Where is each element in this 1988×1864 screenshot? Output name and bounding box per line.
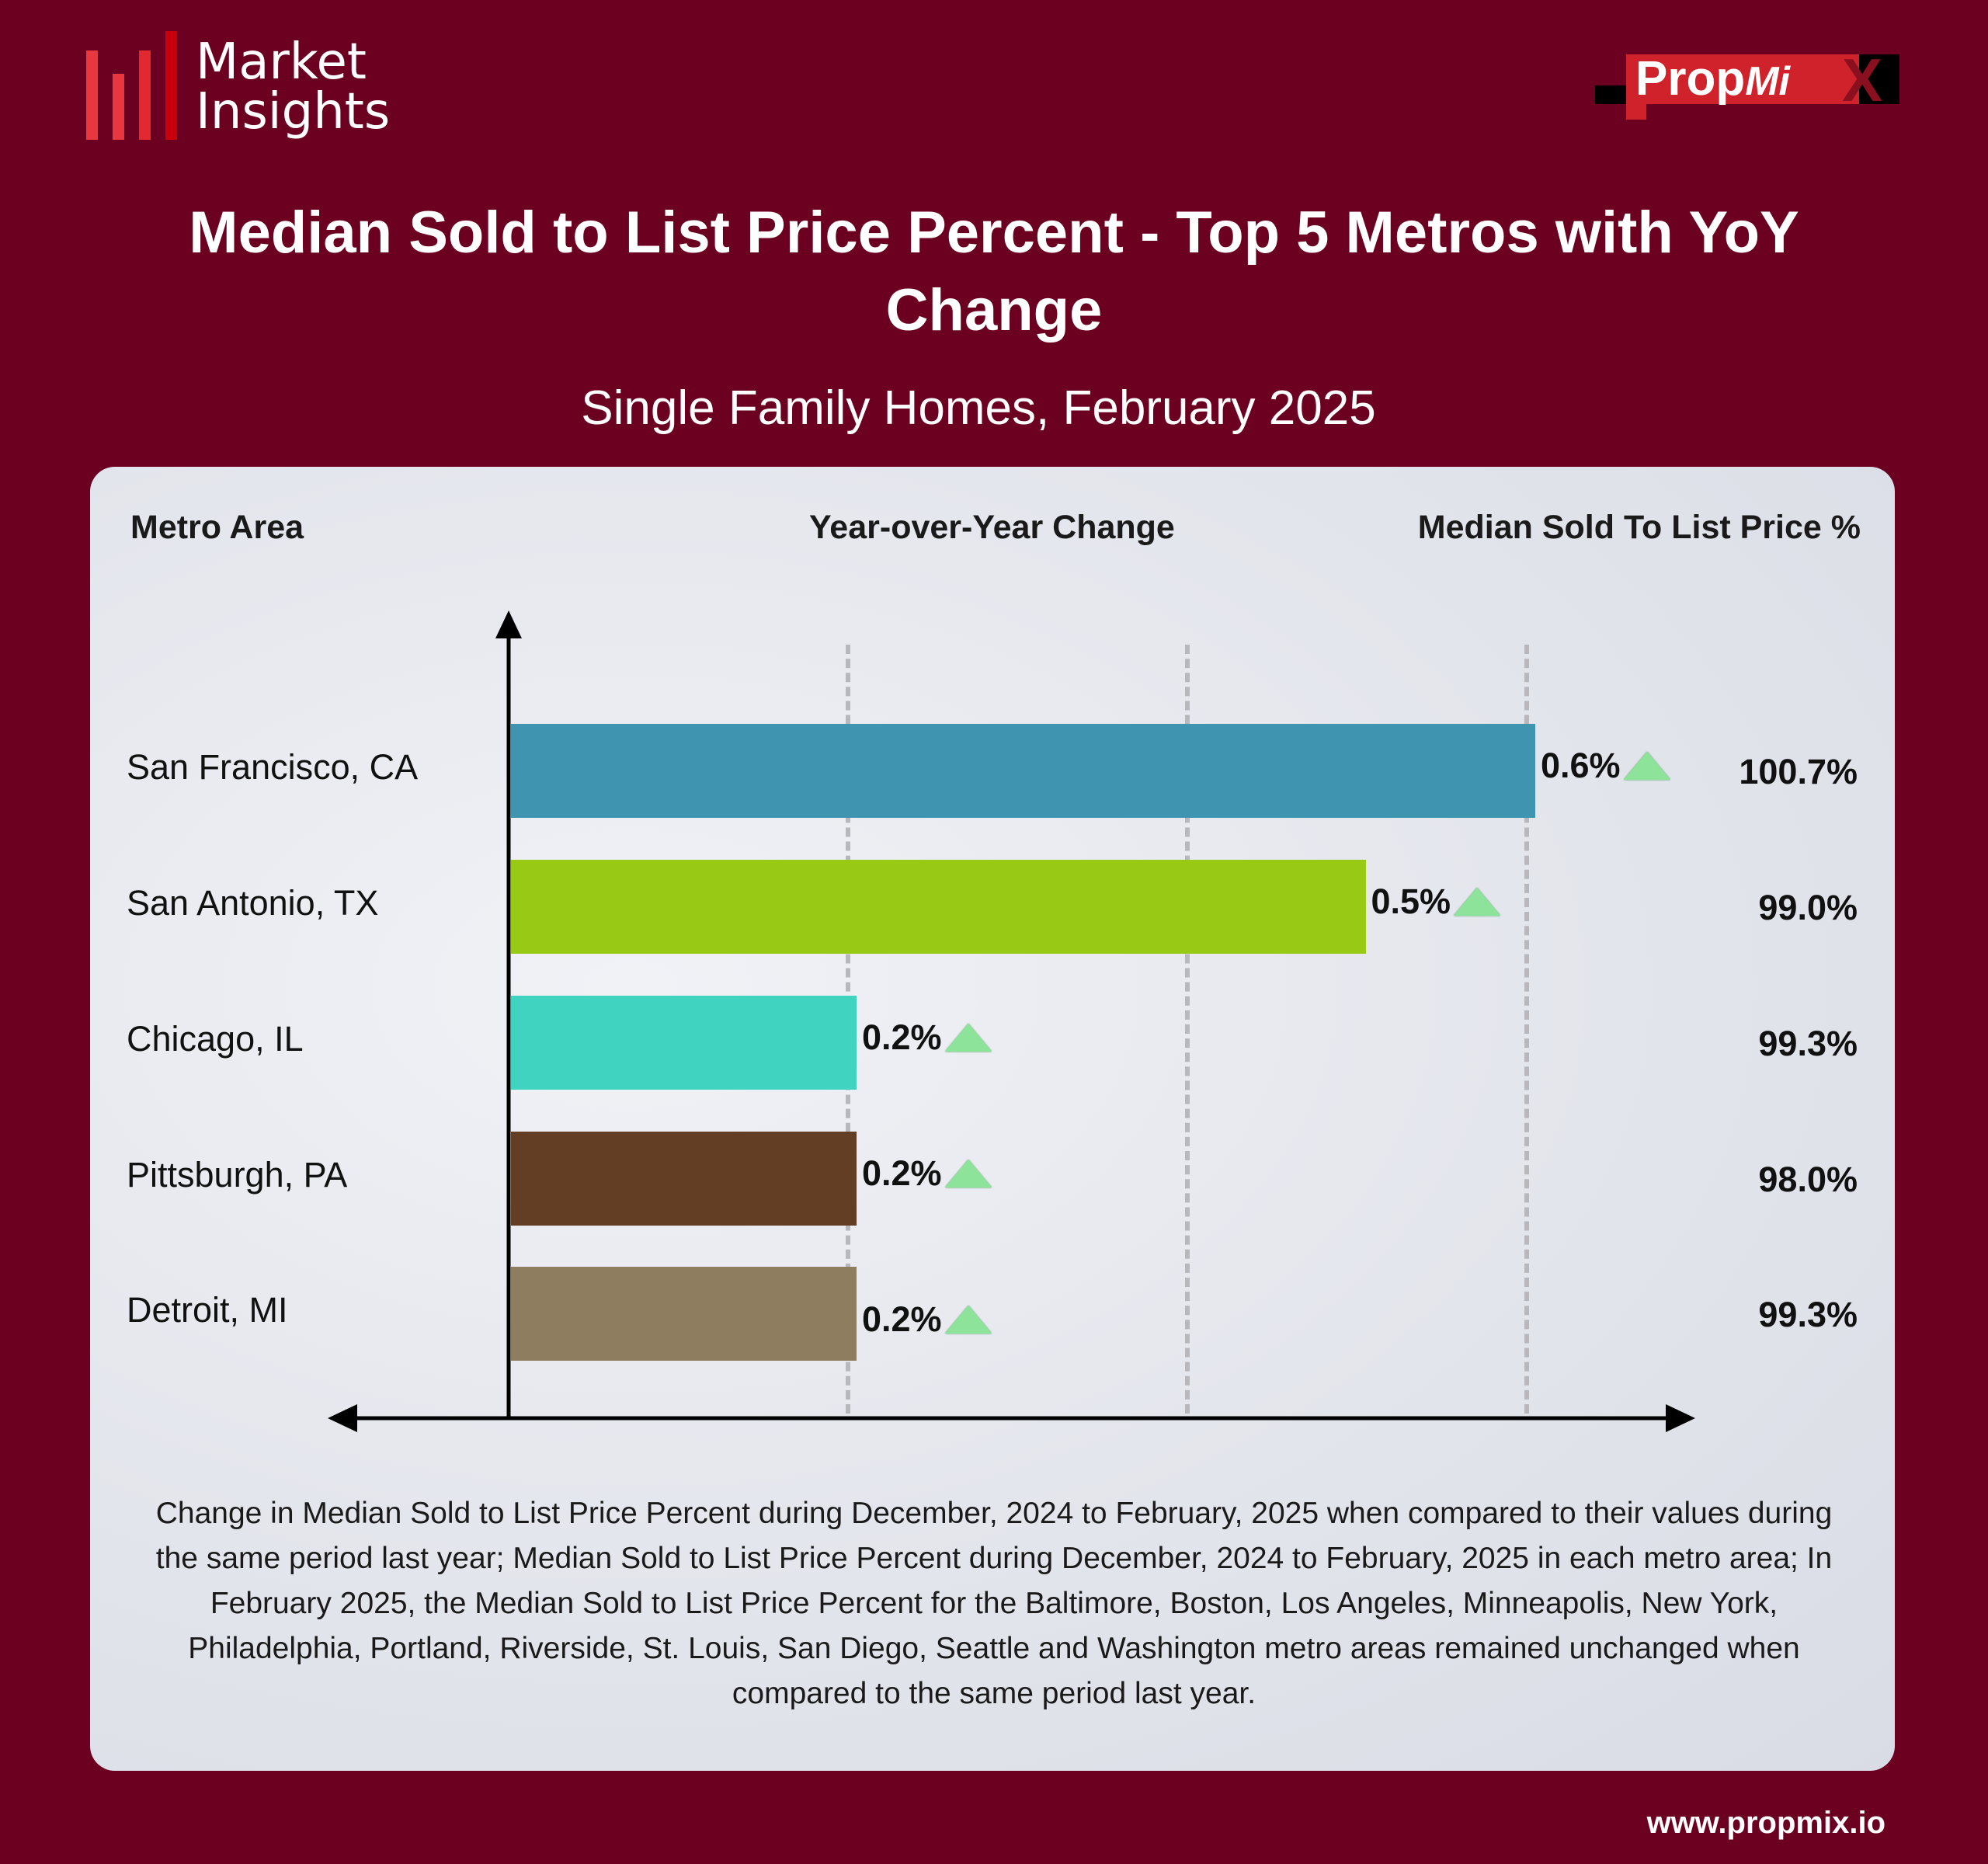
- metro-label: San Francisco, CA: [127, 747, 419, 787]
- yoy-label: 0.6%: [1541, 746, 1670, 786]
- bar: [511, 1132, 857, 1226]
- up-triangle-icon: [1454, 888, 1501, 916]
- stl-value: 100.7%: [1739, 752, 1858, 791]
- metro-label: San Antonio, TX: [127, 883, 379, 923]
- metro-label: Chicago, IL: [127, 1019, 304, 1059]
- y-axis-arrow-icon: [495, 610, 522, 638]
- footnote: Change in Median Sold to List Price Perc…: [155, 1497, 1833, 1710]
- header-metro: Metro Area: [130, 509, 304, 546]
- footer-url[interactable]: www.propmix.io: [1646, 1806, 1885, 1840]
- bar: [511, 724, 1535, 818]
- stl-value: 98.0%: [1758, 1160, 1858, 1199]
- gridline: [1524, 645, 1529, 1414]
- x-axis-right-arrow-icon: [1666, 1404, 1695, 1432]
- header-stl: Median Sold To List Price %: [1417, 509, 1861, 546]
- yoy-label: 0.2%: [862, 1017, 992, 1058]
- brand-italic: Mi: [1745, 59, 1790, 104]
- up-triangle-icon: [944, 1024, 992, 1052]
- chart-card: [90, 467, 1895, 1771]
- stl-value: 99.0%: [1758, 888, 1858, 927]
- bar: [511, 860, 1366, 954]
- gridline: [1185, 645, 1190, 1414]
- logo-line1: Market: [196, 33, 367, 91]
- bar: [511, 996, 857, 1090]
- page-title: Median Sold to List Price Percent - Top …: [189, 200, 1799, 343]
- market-insights-logo: Market Insights: [196, 37, 390, 137]
- yoy-value: 0.5%: [1371, 882, 1451, 921]
- logo-line2: Insights: [196, 83, 391, 141]
- metro-label: Detroit, MI: [127, 1290, 288, 1330]
- yoy-value: 0.6%: [1541, 746, 1621, 785]
- up-triangle-icon: [944, 1160, 992, 1188]
- page-subtitle: Single Family Homes, February 2025: [581, 381, 1376, 435]
- stl-value: 99.3%: [1758, 1024, 1858, 1063]
- brand-x: X: [1842, 46, 1883, 114]
- yoy-label: 0.2%: [862, 1153, 992, 1194]
- yoy-label: 0.2%: [862, 1299, 992, 1340]
- stl-value: 99.3%: [1758, 1295, 1858, 1334]
- market-insights-logo-icon: [86, 31, 187, 140]
- propmix-logo: PropMi X: [1595, 50, 1899, 120]
- yoy-value: 0.2%: [862, 1153, 942, 1193]
- yoy-value: 0.2%: [862, 1017, 942, 1057]
- x-axis-left-arrow-icon: [328, 1404, 357, 1432]
- brand-main: Prop: [1635, 52, 1746, 106]
- metro-label: Pittsburgh, PA: [127, 1155, 348, 1195]
- yoy-value: 0.2%: [862, 1299, 942, 1339]
- up-triangle-icon: [944, 1306, 992, 1334]
- yoy-label: 0.5%: [1371, 882, 1501, 922]
- up-triangle-icon: [1623, 752, 1670, 780]
- header-yoy: Year-over-Year Change: [809, 509, 1175, 546]
- bar: [511, 1267, 857, 1361]
